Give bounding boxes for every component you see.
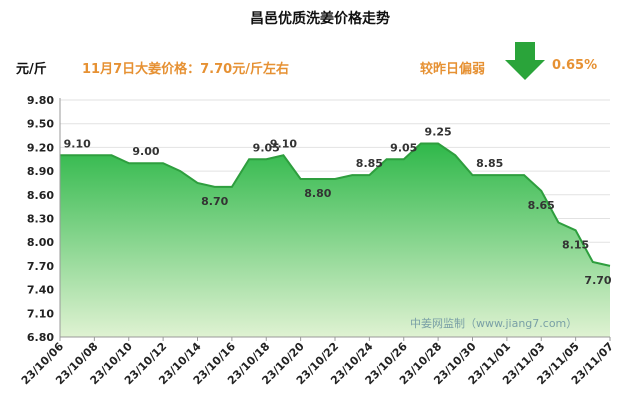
data-label: 8.80 bbox=[304, 187, 331, 200]
data-label: 8.15 bbox=[562, 238, 589, 251]
data-label: 8.70 bbox=[201, 195, 228, 208]
y-tick-label: 8.90 bbox=[27, 165, 54, 178]
change-percent: 0.65% bbox=[552, 58, 598, 73]
data-label: 9.05 bbox=[390, 141, 417, 154]
y-tick-label: 8.30 bbox=[27, 213, 54, 226]
unit-label: 元/斤 bbox=[16, 62, 47, 77]
data-label: 8.85 bbox=[476, 157, 503, 170]
y-tick-label: 8.00 bbox=[27, 236, 54, 249]
data-label: 9.10 bbox=[270, 137, 297, 150]
y-tick-label: 7.10 bbox=[27, 307, 54, 320]
price-summary: 11月7日大姜价格：7.70元/斤左右 bbox=[82, 62, 289, 77]
y-tick-label: 9.80 bbox=[27, 94, 54, 107]
watermark: 中姜网监制（www.jiang7.com） bbox=[410, 316, 577, 330]
y-axis-ticks: 9.80 9.50 9.20 8.90 8.60 8.30 8.00 7.70 7.40 7.10… bbox=[27, 94, 54, 344]
data-label: 7.70 bbox=[584, 274, 611, 287]
y-tick-label: 7.70 bbox=[27, 260, 54, 273]
data-label: 9.00 bbox=[132, 145, 159, 158]
data-label: 8.65 bbox=[528, 199, 555, 212]
x-axis-ticks: 23/10/0623/10/0823/10/1023/10/1223/10/14… bbox=[19, 340, 616, 388]
y-tick-label: 9.50 bbox=[27, 118, 54, 131]
down-arrow-icon bbox=[505, 42, 545, 80]
change-label: 较昨日偏弱 bbox=[420, 62, 486, 77]
y-tick-label: 7.40 bbox=[27, 284, 54, 297]
data-label: 8.85 bbox=[356, 157, 383, 170]
data-label: 9.25 bbox=[425, 125, 452, 138]
y-tick-label: 9.20 bbox=[27, 141, 54, 154]
data-labels: 9.109.008.709.059.108.808.859.059.258.85… bbox=[64, 125, 612, 286]
y-tick-label: 8.60 bbox=[27, 189, 54, 202]
axes bbox=[59, 98, 611, 341]
price-area bbox=[60, 143, 610, 337]
data-label: 9.05 bbox=[253, 141, 280, 154]
y-tick-label: 6.80 bbox=[27, 331, 54, 344]
price-line bbox=[60, 142, 611, 267]
chart-title: 昌邑优质洗姜价格走势 bbox=[250, 11, 390, 27]
data-label: 9.10 bbox=[64, 137, 91, 150]
